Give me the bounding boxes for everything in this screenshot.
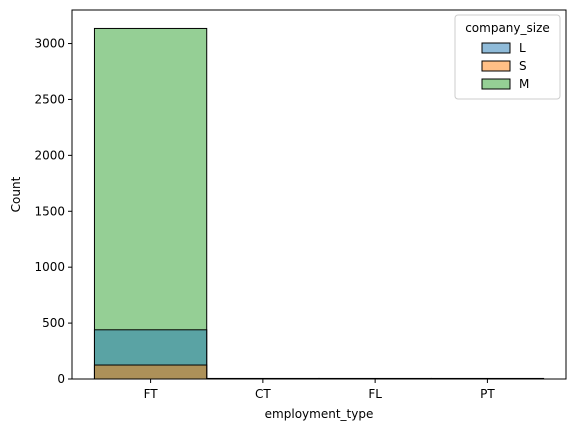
legend-label-S: S	[519, 59, 527, 73]
legend: company_size LSM	[454, 14, 561, 100]
x-tick-label: PT	[480, 387, 495, 401]
x-tick-label: CT	[255, 387, 271, 401]
y-axis: 0 500 1000 1500 2000 2500 3000	[34, 37, 72, 386]
legend-label-L: L	[519, 41, 526, 55]
legend-swatch-L	[481, 42, 511, 54]
y-tick-label: 1500	[34, 204, 65, 218]
y-tick-label: 2000	[34, 148, 65, 162]
legend-box	[454, 14, 561, 100]
legend-swatch-M	[481, 78, 511, 90]
bar-M-FT	[93, 27, 208, 380]
x-tick-label: FL	[368, 387, 382, 401]
x-axis: FT CT FL PT	[144, 379, 495, 401]
y-axis-label: Count	[9, 176, 23, 212]
y-tick-label: 3000	[34, 37, 65, 51]
y-tick-label: 0	[57, 372, 65, 386]
bar-S-FT	[93, 364, 208, 380]
legend-title: company_size	[465, 21, 550, 35]
x-tick-label: FT	[144, 387, 159, 401]
legend-swatch-S	[481, 60, 511, 72]
y-tick-label: 500	[42, 316, 65, 330]
x-axis-label: employment_type	[265, 407, 374, 421]
y-tick-label: 1000	[34, 260, 65, 274]
legend-label-M: M	[519, 77, 529, 91]
y-tick-label: 2500	[34, 92, 65, 106]
